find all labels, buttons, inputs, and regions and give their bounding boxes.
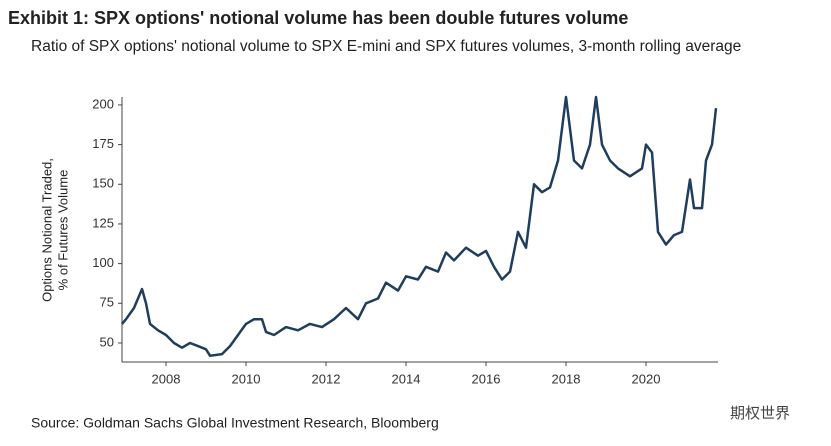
chart-title: Exhibit 1: SPX options' notional volume …	[8, 8, 628, 28]
y-tick-label: 75	[100, 295, 114, 310]
y-tick-label: 150	[92, 176, 114, 191]
y-axis-label: % of Futures Volume	[55, 170, 70, 291]
x-tick-label: 2008	[152, 371, 181, 386]
x-tick-label: 2010	[232, 371, 261, 386]
source-note: Source: Goldman Sachs Global Investment …	[31, 415, 439, 431]
y-tick-label: 100	[92, 255, 114, 270]
x-tick-label: 2018	[552, 371, 581, 386]
y-tick-label: 50	[100, 334, 114, 349]
y-tick-label: 125	[92, 215, 114, 230]
y-axis-label: Options Notional Traded,	[39, 158, 54, 302]
y-tick-label: 200	[92, 96, 114, 111]
x-tick-label: 2020	[632, 371, 661, 386]
x-tick-label: 2016	[472, 371, 501, 386]
data-line	[121, 95, 718, 357]
watermark: 期权世界	[730, 405, 790, 422]
x-tick-label: 2012	[312, 371, 341, 386]
y-tick-label: 175	[92, 136, 114, 151]
chart-subtitle: Ratio of SPX options' notional volume to…	[31, 38, 741, 55]
x-tick-label: 2014	[392, 371, 421, 386]
